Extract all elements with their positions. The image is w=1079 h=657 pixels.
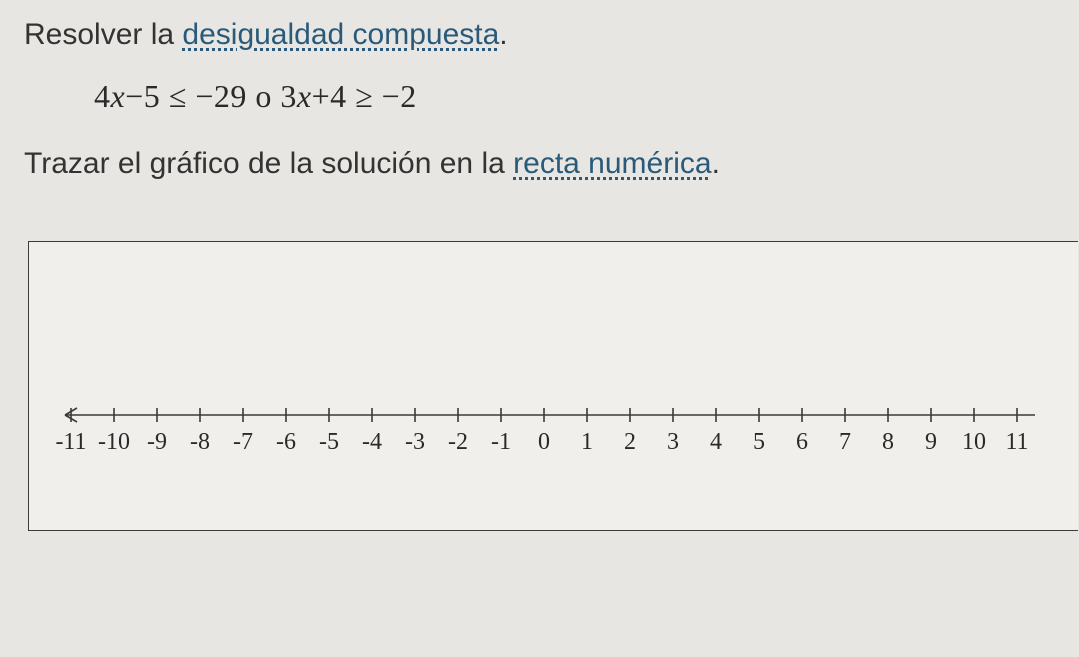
expr-num4: 2 [400, 78, 417, 114]
instruction2-prefix: Trazar el gráfico de la solución en la [24, 147, 513, 180]
tick-label: 7 [839, 429, 851, 455]
tick-label: 3 [667, 429, 679, 455]
tick-label: -7 [233, 429, 253, 455]
tick-label: -11 [55, 429, 86, 455]
tick-label: -6 [276, 429, 296, 455]
instruction-graph: Trazar el gráfico de la solución en la r… [24, 147, 1055, 181]
tick-label: -2 [448, 429, 468, 455]
tick-label: 8 [882, 429, 894, 455]
tick-label: 6 [796, 429, 808, 455]
instruction-solve: Resolver la desigualdad compuesta. [24, 18, 1055, 52]
tick-label: -3 [405, 429, 425, 455]
tick-label: 2 [624, 429, 636, 455]
tick-label: 11 [1005, 429, 1028, 455]
expr-num2: 29 [214, 78, 247, 114]
number-line-link[interactable]: recta numérica [513, 147, 711, 180]
expr-num3: 4 [330, 78, 347, 114]
expr-leq: ≤ [160, 78, 195, 114]
compound-inequality-link[interactable]: desigualdad compuesta [182, 18, 499, 51]
tick-label: 10 [962, 429, 986, 455]
number-line-panel[interactable]: -11-10-9-8-7-6-5-4-3-2-101234567891011 [28, 241, 1078, 531]
tick-label: -4 [362, 429, 382, 455]
expr-neg2: − [382, 78, 401, 114]
tick-label: 1 [581, 429, 593, 455]
tick-label: 4 [710, 429, 722, 455]
tick-label: -5 [319, 429, 339, 455]
expr-op2: + [312, 78, 331, 114]
instruction-prefix: Resolver la [24, 18, 182, 51]
instruction-suffix: . [499, 18, 507, 51]
tick-label: -8 [190, 429, 210, 455]
expr-or: o [247, 78, 281, 114]
expr-var2: x [297, 78, 312, 114]
tick-label: 9 [925, 429, 937, 455]
tick-label: 0 [538, 429, 550, 455]
expr-op1: − [125, 78, 144, 114]
expr-var1: x [111, 78, 126, 114]
expr-coef1: 4 [94, 78, 111, 114]
expr-coef2: 3 [280, 78, 297, 114]
tick-label: -1 [491, 429, 511, 455]
expr-neg1: − [195, 78, 214, 114]
tick-label: 5 [753, 429, 765, 455]
expr-geq: ≥ [347, 78, 382, 114]
inequality-expression: 4x−5 ≤ −29 o 3x+4 ≥ −2 [94, 78, 1055, 115]
tick-label: -10 [98, 429, 130, 455]
number-line-svg[interactable]: -11-10-9-8-7-6-5-4-3-2-101234567891011 [51, 397, 1071, 487]
tick-label: -9 [147, 429, 167, 455]
expr-num1: 5 [144, 78, 161, 114]
instruction2-suffix: . [712, 147, 720, 180]
